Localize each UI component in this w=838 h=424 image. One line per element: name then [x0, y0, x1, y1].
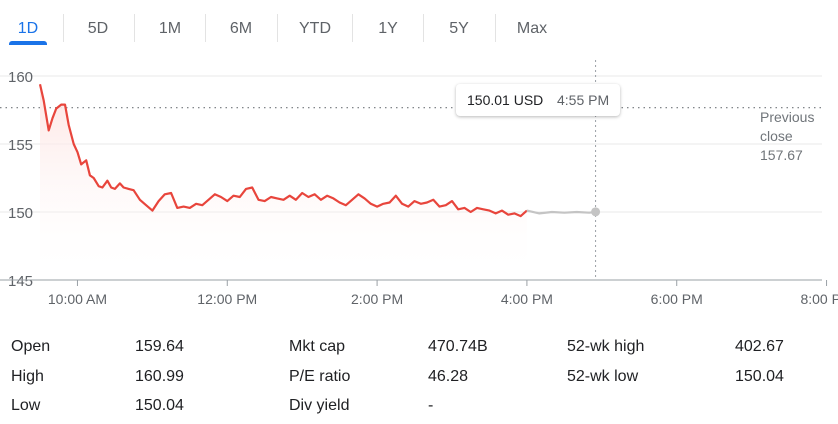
x-tick-label: 6:00 PM: [651, 291, 703, 307]
x-tick-label: 8:00 PM: [800, 291, 838, 307]
tab-ytd[interactable]: YTD: [299, 20, 331, 37]
stat-value-open: 159.64: [135, 338, 184, 355]
tab-divider: [277, 14, 278, 42]
tab-max[interactable]: Max: [516, 20, 548, 37]
crosshair-point: [591, 207, 601, 217]
stat-value-div-yield: -: [428, 397, 434, 414]
stat-label-open: Open: [11, 338, 51, 355]
stat-label-high: High: [11, 368, 44, 385]
price-chart[interactable]: 160 155 150 145 10:00 AM 12:00 PM 2:00 PM 4:00 …: [0, 60, 838, 312]
tab-6m[interactable]: 6M: [229, 20, 253, 37]
tab-1d[interactable]: 1D: [17, 20, 39, 37]
x-tick-label: 2:00 PM: [351, 291, 403, 307]
y-tick-label: 150: [8, 205, 33, 222]
stat-label-low: Low: [11, 397, 41, 414]
stat-value-high: 160.99: [135, 368, 184, 385]
y-tick-label: 160: [8, 69, 33, 86]
tab-divider: [495, 14, 496, 42]
x-tick-label: 10:00 AM: [48, 291, 107, 307]
previous-close-text: close: [760, 128, 793, 144]
y-tick-label: 145: [8, 273, 33, 290]
stat-value-52wk-high: 402.67: [735, 338, 784, 355]
tab-divider: [134, 14, 135, 42]
stat-value-low: 150.04: [135, 397, 184, 414]
stat-value-pe-ratio: 46.28: [428, 368, 469, 385]
tab-divider: [63, 14, 64, 42]
x-tick-label: 12:00 PM: [197, 291, 257, 307]
tab-divider: [205, 14, 206, 42]
tab-1m[interactable]: 1M: [158, 20, 182, 37]
price-line-regular: [38, 83, 528, 218]
tab-1y[interactable]: 1Y: [378, 20, 398, 37]
range-tabs: 1D 5D 1M 6M YTD 1Y 5Y Max: [0, 0, 838, 48]
tab-5d[interactable]: 5D: [87, 20, 109, 37]
tab-5y[interactable]: 5Y: [449, 20, 469, 37]
price-tooltip: 150.01 USD 4:55 PM: [456, 84, 620, 116]
stat-label-52wk-low: 52-wk low: [567, 368, 639, 385]
stat-label-mkt-cap: Mkt cap: [289, 338, 346, 355]
stat-label-52wk-high: 52-wk high: [567, 338, 645, 355]
tab-divider: [352, 14, 353, 42]
stat-label-pe-ratio: P/E ratio: [289, 368, 351, 385]
tooltip-price: 150.01 USD: [467, 92, 544, 108]
stat-label-div-yield: Div yield: [289, 397, 350, 414]
price-area-fill: [40, 84, 527, 280]
price-line-after-hours: [526, 209, 596, 215]
x-tick-label: 4:00 PM: [501, 291, 553, 307]
tooltip-time: 4:55 PM: [557, 92, 610, 108]
active-tab-indicator: [9, 41, 47, 45]
stat-value-52wk-low: 150.04: [735, 368, 784, 385]
previous-close-label: Previous close 157.67: [760, 108, 836, 165]
previous-close-text: Previous: [760, 109, 815, 125]
y-tick-label: 155: [8, 137, 33, 154]
tab-divider: [423, 14, 424, 42]
previous-close-value: 157.67: [760, 147, 803, 163]
stat-value-mkt-cap: 470.74B: [428, 338, 488, 355]
